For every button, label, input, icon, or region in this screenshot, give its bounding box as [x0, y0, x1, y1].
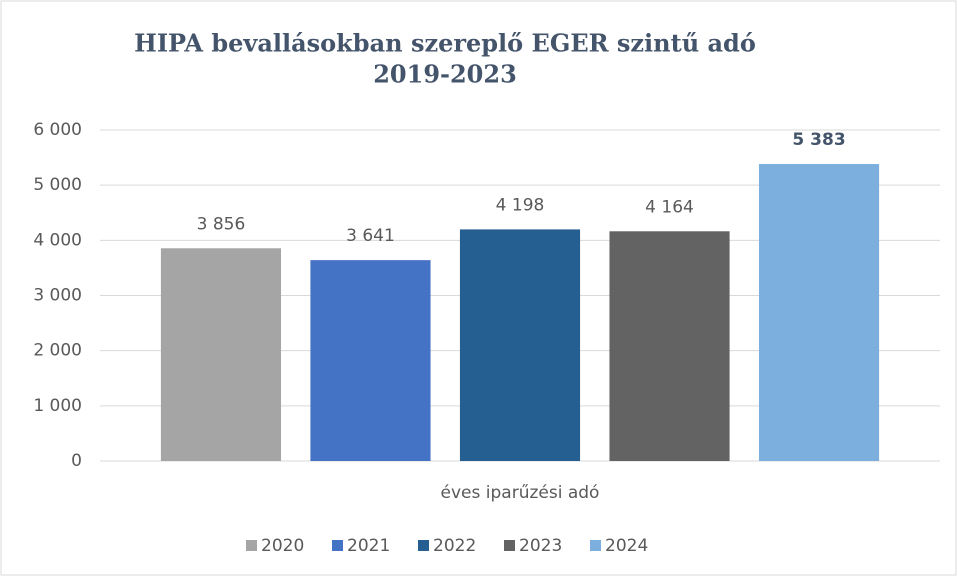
bar	[310, 260, 431, 461]
y-tick-label: 3 000	[33, 286, 82, 306]
legend-label: 2022	[433, 536, 476, 556]
chart-title: 2019-2023	[373, 60, 517, 89]
data-label: 3 641	[346, 226, 395, 246]
data-label: 5 383	[792, 130, 845, 150]
data-label: 4 198	[496, 195, 545, 215]
chart-title: HIPA bevallásokban szereplő EGER szintű …	[134, 29, 756, 58]
bar	[758, 164, 880, 461]
legend-swatch	[332, 540, 343, 551]
legend-swatch	[590, 540, 601, 551]
data-label: 4 164	[645, 197, 694, 217]
legend-swatch	[504, 540, 515, 551]
y-tick-label: 5 000	[33, 175, 82, 195]
legend-label: 2020	[261, 536, 304, 556]
data-label: 3 856	[197, 214, 246, 234]
x-tick-label: éves iparűzési adó	[441, 483, 600, 503]
y-tick-label: 2 000	[33, 341, 82, 361]
y-tick-label: 0	[71, 451, 82, 471]
bar	[160, 248, 282, 461]
legend-label: 2023	[519, 536, 562, 556]
y-tick-label: 4 000	[33, 230, 82, 250]
bar	[459, 229, 581, 461]
y-tick-label: 1 000	[33, 396, 82, 416]
legend-label: 2021	[347, 536, 390, 556]
bar	[609, 231, 730, 461]
legend-label: 2024	[605, 536, 648, 556]
legend-swatch	[246, 540, 257, 551]
legend-swatch	[418, 540, 429, 551]
y-tick-label: 6 000	[33, 120, 82, 140]
